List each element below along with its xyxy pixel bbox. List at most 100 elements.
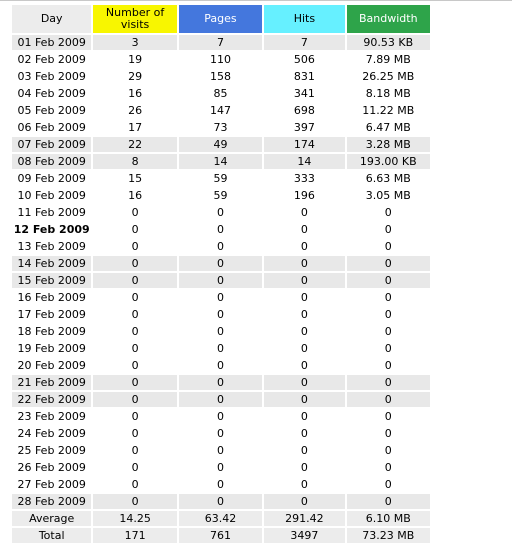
cell-pages: 0 xyxy=(178,273,263,288)
cell-bandwidth: 193.00 KB xyxy=(346,154,430,169)
cell-day: 07 Feb 2009 xyxy=(12,137,92,152)
total-pages: 761 xyxy=(178,528,263,543)
cell-pages: 0 xyxy=(178,239,263,254)
cell-bandwidth: 0 xyxy=(346,375,430,390)
header-visits: Number of visits xyxy=(93,5,177,33)
cell-day: 10 Feb 2009 xyxy=(12,188,92,203)
cell-hits: 0 xyxy=(264,341,345,356)
cell-visits: 0 xyxy=(93,494,177,509)
table-row: 01 Feb 2009 3 7 7 90.53 KB xyxy=(12,35,430,50)
cell-pages: 14 xyxy=(178,154,263,169)
cell-visits: 0 xyxy=(93,443,177,458)
cell-visits: 0 xyxy=(93,358,177,373)
table-row: 17 Feb 2009 0 0 0 0 xyxy=(12,307,430,322)
cell-pages: 158 xyxy=(178,69,263,84)
cell-day: 26 Feb 2009 xyxy=(12,460,92,475)
cell-bandwidth: 11.22 MB xyxy=(346,103,430,118)
cell-bandwidth: 0 xyxy=(346,443,430,458)
table-row: 15 Feb 2009 0 0 0 0 xyxy=(12,273,430,288)
cell-pages: 0 xyxy=(178,307,263,322)
table-row: 22 Feb 2009 0 0 0 0 xyxy=(12,392,430,407)
cell-bandwidth: 0 xyxy=(346,358,430,373)
cell-bandwidth: 0 xyxy=(346,324,430,339)
cell-visits: 3 xyxy=(93,35,177,50)
cell-hits: 0 xyxy=(264,222,345,237)
cell-pages: 0 xyxy=(178,341,263,356)
table-row: 07 Feb 2009 22 49 174 3.28 MB xyxy=(12,137,430,152)
table-row: 20 Feb 2009 0 0 0 0 xyxy=(12,358,430,373)
cell-day: 18 Feb 2009 xyxy=(12,324,92,339)
cell-hits: 0 xyxy=(264,426,345,441)
cell-visits: 26 xyxy=(93,103,177,118)
cell-pages: 59 xyxy=(178,171,263,186)
cell-hits: 341 xyxy=(264,86,345,101)
cell-day: 03 Feb 2009 xyxy=(12,69,92,84)
total-hits: 3497 xyxy=(264,528,345,543)
cell-visits: 17 xyxy=(93,120,177,135)
cell-bandwidth: 90.53 KB xyxy=(346,35,430,50)
cell-bandwidth: 0 xyxy=(346,222,430,237)
cell-pages: 0 xyxy=(178,375,263,390)
table-row: 27 Feb 2009 0 0 0 0 xyxy=(12,477,430,492)
cell-hits: 698 xyxy=(264,103,345,118)
table-row: 21 Feb 2009 0 0 0 0 xyxy=(12,375,430,390)
cell-day: 02 Feb 2009 xyxy=(12,52,92,67)
cell-hits: 0 xyxy=(264,443,345,458)
average-label: Average xyxy=(12,511,92,526)
cell-day: 01 Feb 2009 xyxy=(12,35,92,50)
cell-day: 04 Feb 2009 xyxy=(12,86,92,101)
cell-bandwidth: 0 xyxy=(346,256,430,271)
cell-bandwidth: 0 xyxy=(346,341,430,356)
cell-day: 21 Feb 2009 xyxy=(12,375,92,390)
cell-visits: 19 xyxy=(93,52,177,67)
cell-visits: 15 xyxy=(93,171,177,186)
cell-visits: 0 xyxy=(93,375,177,390)
cell-visits: 0 xyxy=(93,324,177,339)
cell-visits: 0 xyxy=(93,307,177,322)
table-row: 06 Feb 2009 17 73 397 6.47 MB xyxy=(12,120,430,135)
cell-visits: 16 xyxy=(93,86,177,101)
table-row: 25 Feb 2009 0 0 0 0 xyxy=(12,443,430,458)
cell-hits: 0 xyxy=(264,392,345,407)
top-divider xyxy=(0,0,512,1)
header-bandwidth: Bandwidth xyxy=(346,5,430,33)
cell-pages: 0 xyxy=(178,392,263,407)
cell-hits: 196 xyxy=(264,188,345,203)
cell-pages: 59 xyxy=(178,188,263,203)
cell-visits: 0 xyxy=(93,239,177,254)
cell-bandwidth: 0 xyxy=(346,205,430,220)
cell-pages: 0 xyxy=(178,443,263,458)
cell-bandwidth: 0 xyxy=(346,477,430,492)
daily-stats-table: Day Number of visits Pages Hits Bandwidt… xyxy=(10,3,432,545)
cell-bandwidth: 0 xyxy=(346,426,430,441)
cell-bandwidth: 6.47 MB xyxy=(346,120,430,135)
cell-day: 08 Feb 2009 xyxy=(12,154,92,169)
total-visits: 171 xyxy=(93,528,177,543)
cell-pages: 0 xyxy=(178,324,263,339)
cell-day: 19 Feb 2009 xyxy=(12,341,92,356)
cell-bandwidth: 3.28 MB xyxy=(346,137,430,152)
cell-day: 22 Feb 2009 xyxy=(12,392,92,407)
cell-hits: 7 xyxy=(264,35,345,50)
table-row: 02 Feb 2009 19 110 506 7.89 MB xyxy=(12,52,430,67)
cell-hits: 333 xyxy=(264,171,345,186)
table-row: 12 Feb 2009 0 0 0 0 xyxy=(12,222,430,237)
cell-visits: 0 xyxy=(93,477,177,492)
cell-day: 11 Feb 2009 xyxy=(12,205,92,220)
cell-visits: 22 xyxy=(93,137,177,152)
table-row: 23 Feb 2009 0 0 0 0 xyxy=(12,409,430,424)
cell-day: 15 Feb 2009 xyxy=(12,273,92,288)
table-row: 03 Feb 2009 29 158 831 26.25 MB xyxy=(12,69,430,84)
cell-visits: 0 xyxy=(93,426,177,441)
cell-day: 23 Feb 2009 xyxy=(12,409,92,424)
header-day: Day xyxy=(12,5,92,33)
cell-bandwidth: 0 xyxy=(346,290,430,305)
cell-hits: 174 xyxy=(264,137,345,152)
cell-pages: 0 xyxy=(178,460,263,475)
average-visits: 14.25 xyxy=(93,511,177,526)
cell-hits: 0 xyxy=(264,239,345,254)
table-body: 01 Feb 2009 3 7 7 90.53 KB 02 Feb 2009 19 110 50… xyxy=(12,35,430,509)
table-row: 11 Feb 2009 0 0 0 0 xyxy=(12,205,430,220)
cell-hits: 0 xyxy=(264,375,345,390)
cell-visits: 0 xyxy=(93,205,177,220)
